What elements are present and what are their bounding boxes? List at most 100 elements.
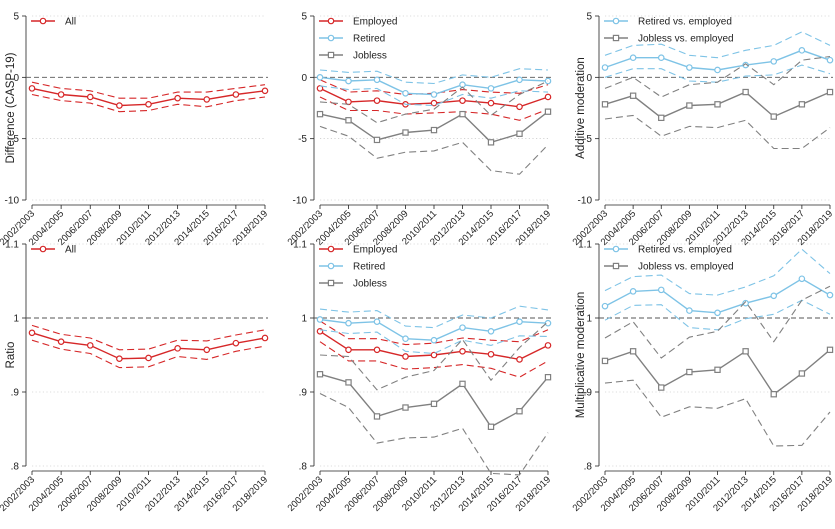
series-jobless-vs-employed (601, 55, 834, 150)
data-point (345, 319, 352, 327)
y-tick-label: -5 (298, 134, 307, 145)
ci-upper-line (319, 80, 549, 124)
data-point (402, 404, 409, 411)
y-tick-label: -10 (5, 196, 20, 207)
data-point (145, 101, 152, 108)
data-point (459, 110, 466, 118)
data-point (714, 66, 721, 74)
data-point (601, 101, 609, 108)
y-tick-label: .9 (584, 388, 593, 399)
series-retired (316, 68, 552, 107)
legend-label: All (65, 17, 76, 28)
series-line (604, 277, 831, 314)
data-point (402, 335, 409, 343)
data-point (601, 64, 609, 71)
data-point (798, 370, 806, 377)
data-point (657, 54, 665, 62)
y-tick-label: 1.1 (578, 240, 592, 251)
data-point (601, 357, 609, 365)
data-point (686, 102, 693, 109)
legend: All (31, 245, 76, 256)
data-point (316, 85, 324, 92)
data-point (770, 292, 778, 300)
data-point (487, 139, 495, 146)
data-point (686, 307, 693, 314)
data-point (86, 93, 94, 101)
data-point (459, 97, 466, 104)
data-point (742, 88, 749, 96)
ci-upper-line (604, 248, 831, 296)
legend-label: Retired vs. employed (638, 245, 732, 256)
legend: Employed Retired Jobless (319, 245, 397, 290)
data-point (686, 368, 693, 376)
data-point (798, 101, 806, 108)
data-point (516, 76, 523, 84)
data-point (459, 347, 466, 355)
chart-panel-6: 1.11.9.82002/20032004/20052006/20072008/… (571, 240, 835, 514)
series-jobless (316, 80, 552, 175)
data-point (373, 76, 381, 84)
data-point (658, 114, 665, 122)
y-tick-label: 0 (301, 73, 307, 84)
y-tick-label: 1.1 (293, 240, 307, 251)
y-tick-label: .8 (299, 462, 308, 473)
data-point (544, 93, 552, 101)
data-point (232, 339, 240, 347)
legend: Employed Retired Jobless (319, 17, 397, 62)
legend-marker (612, 245, 620, 253)
data-point (544, 342, 552, 349)
data-point (714, 101, 721, 108)
legend-label: Employed (353, 245, 397, 256)
data-point (516, 130, 523, 137)
data-point (402, 129, 409, 136)
data-point (826, 88, 834, 96)
ci-upper-line (604, 55, 831, 98)
data-point (516, 408, 523, 415)
y-tick-label: 0 (586, 73, 592, 84)
y-tick-label: 1.1 (5, 240, 19, 251)
legend-marker (39, 17, 47, 25)
legend: Retired vs. employed Jobless vs. employed (604, 245, 734, 273)
chart-panel-2: 50-5-102002/20032004/20052006/20072008/2… (286, 12, 554, 248)
data-point (430, 351, 438, 359)
data-point (261, 87, 269, 95)
data-point (798, 275, 806, 283)
legend-marker (612, 262, 620, 270)
data-point (316, 110, 324, 118)
data-point (714, 366, 721, 374)
series-all (28, 81, 269, 113)
y-tick-label: 1 (301, 314, 307, 325)
y-tick-label: 5 (301, 12, 307, 23)
legend-marker (612, 17, 620, 25)
y-tick-label: .8 (584, 462, 593, 473)
legend-label: All (65, 245, 76, 256)
ci-lower-line (319, 393, 549, 476)
y-tick-label: -10 (293, 196, 308, 207)
data-point (402, 353, 409, 360)
y-tick-label: 5 (586, 12, 592, 23)
data-point (516, 318, 523, 326)
y-tick-label: -5 (583, 134, 592, 145)
data-point (516, 103, 523, 111)
data-point (544, 374, 552, 381)
data-point (232, 91, 240, 98)
data-point (714, 309, 721, 317)
data-point (86, 342, 94, 349)
data-point (373, 346, 381, 354)
series-jobless-vs-employed (601, 285, 834, 447)
data-point (459, 380, 466, 388)
data-point (516, 356, 523, 363)
data-point (316, 74, 324, 81)
ci-upper-line (31, 81, 266, 99)
ci-lower-line (319, 329, 549, 355)
series-employed (316, 320, 552, 378)
data-point (373, 97, 381, 104)
series-line (319, 373, 549, 428)
data-point (345, 117, 352, 124)
ci-upper-line (319, 305, 549, 329)
data-point (629, 92, 637, 99)
data-point (770, 391, 777, 398)
data-point (28, 85, 36, 92)
legend-marker (327, 245, 335, 253)
ci-upper-line (604, 31, 831, 59)
